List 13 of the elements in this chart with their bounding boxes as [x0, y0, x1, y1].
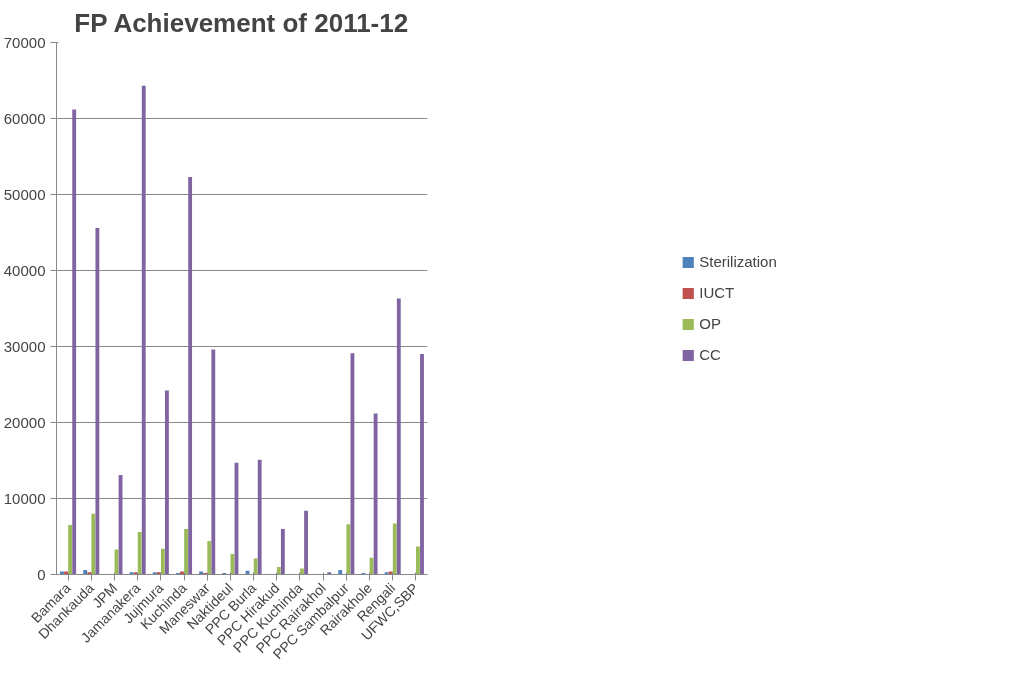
y-tick-label: 10000 — [3, 489, 46, 507]
y-tick-label: 40000 — [3, 261, 46, 279]
y-tick-label: 20000 — [3, 413, 46, 431]
legend-label: CC — [699, 346, 721, 363]
y-tick-label: 70000 — [3, 33, 46, 51]
y-tick-label: 0 — [37, 565, 46, 583]
y-tick-label: 60000 — [3, 109, 46, 127]
legend-label: OP — [699, 315, 721, 332]
y-tick-label: 50000 — [3, 185, 46, 203]
chart-title: FP Achievement of 2011-12 — [74, 7, 409, 38]
legend-label: Sterilization — [699, 253, 777, 270]
y-tick-label: 30000 — [3, 337, 46, 355]
legend-label: IUCT — [699, 284, 735, 301]
